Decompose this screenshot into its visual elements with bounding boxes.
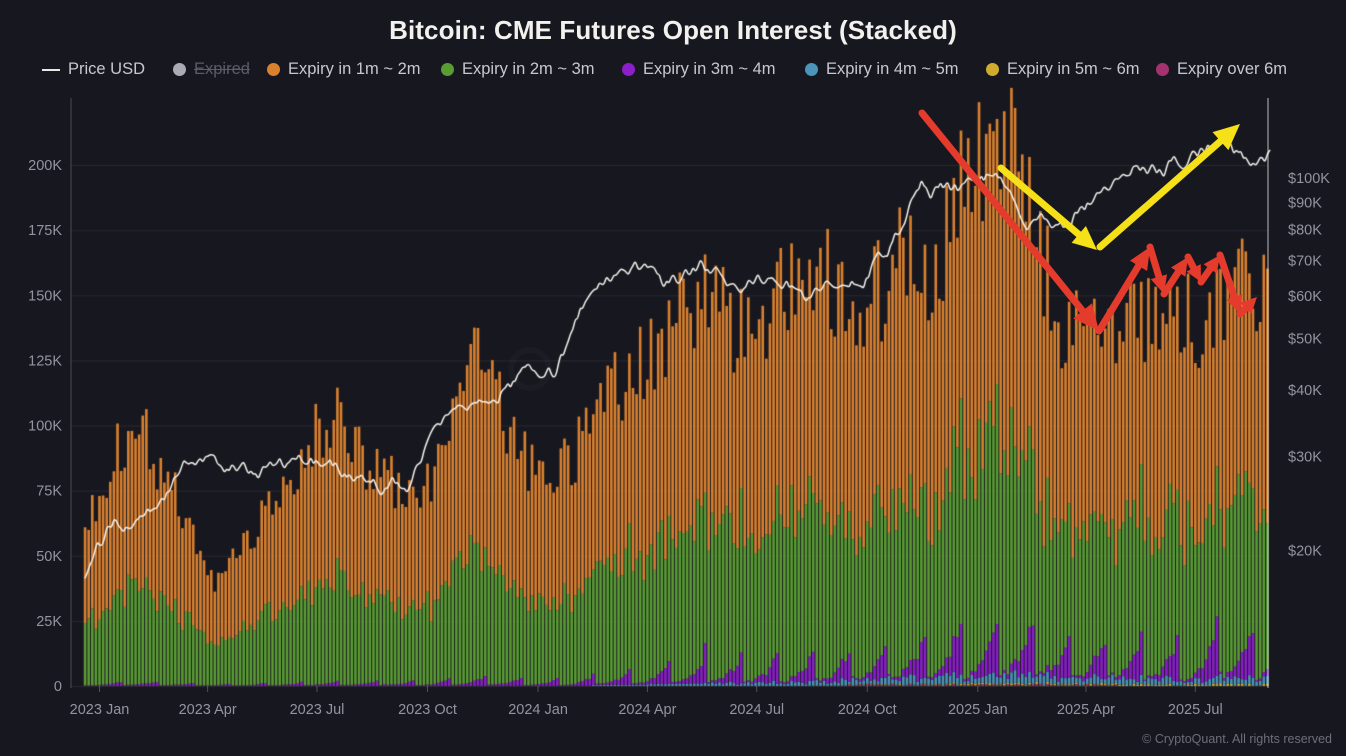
svg-text:2025 Apr: 2025 Apr: [1057, 702, 1115, 718]
svg-text:2023 Oct: 2023 Oct: [398, 702, 457, 718]
svg-text:125K: 125K: [28, 353, 62, 369]
svg-text:2023 Jul: 2023 Jul: [290, 702, 345, 718]
svg-text:$90K: $90K: [1288, 195, 1322, 211]
svg-text:100K: 100K: [28, 419, 62, 435]
svg-text:$100K: $100K: [1288, 171, 1330, 187]
svg-text:25K: 25K: [36, 614, 62, 630]
svg-text:$70K: $70K: [1288, 254, 1322, 270]
svg-text:2024 Apr: 2024 Apr: [618, 702, 676, 718]
svg-text:50K: 50K: [36, 549, 62, 565]
svg-text:$80K: $80K: [1288, 223, 1322, 239]
svg-text:2023 Jan: 2023 Jan: [70, 702, 130, 718]
svg-text:175K: 175K: [28, 223, 62, 239]
svg-text:200K: 200K: [28, 158, 62, 174]
svg-text:$60K: $60K: [1288, 289, 1322, 305]
svg-text:0: 0: [54, 679, 62, 695]
svg-text:2024 Jan: 2024 Jan: [508, 702, 568, 718]
svg-text:$50K: $50K: [1288, 331, 1322, 347]
svg-text:150K: 150K: [28, 288, 62, 304]
svg-text:2025 Jul: 2025 Jul: [1168, 702, 1223, 718]
svg-text:2025 Jan: 2025 Jan: [948, 702, 1008, 718]
svg-text:2024 Oct: 2024 Oct: [838, 702, 897, 718]
svg-text:$40K: $40K: [1288, 383, 1322, 399]
svg-text:$30K: $30K: [1288, 449, 1322, 465]
svg-text:2023 Apr: 2023 Apr: [179, 702, 237, 718]
svg-text:$20K: $20K: [1288, 543, 1322, 559]
svg-text:75K: 75K: [36, 484, 62, 500]
svg-text:2024 Jul: 2024 Jul: [729, 702, 784, 718]
